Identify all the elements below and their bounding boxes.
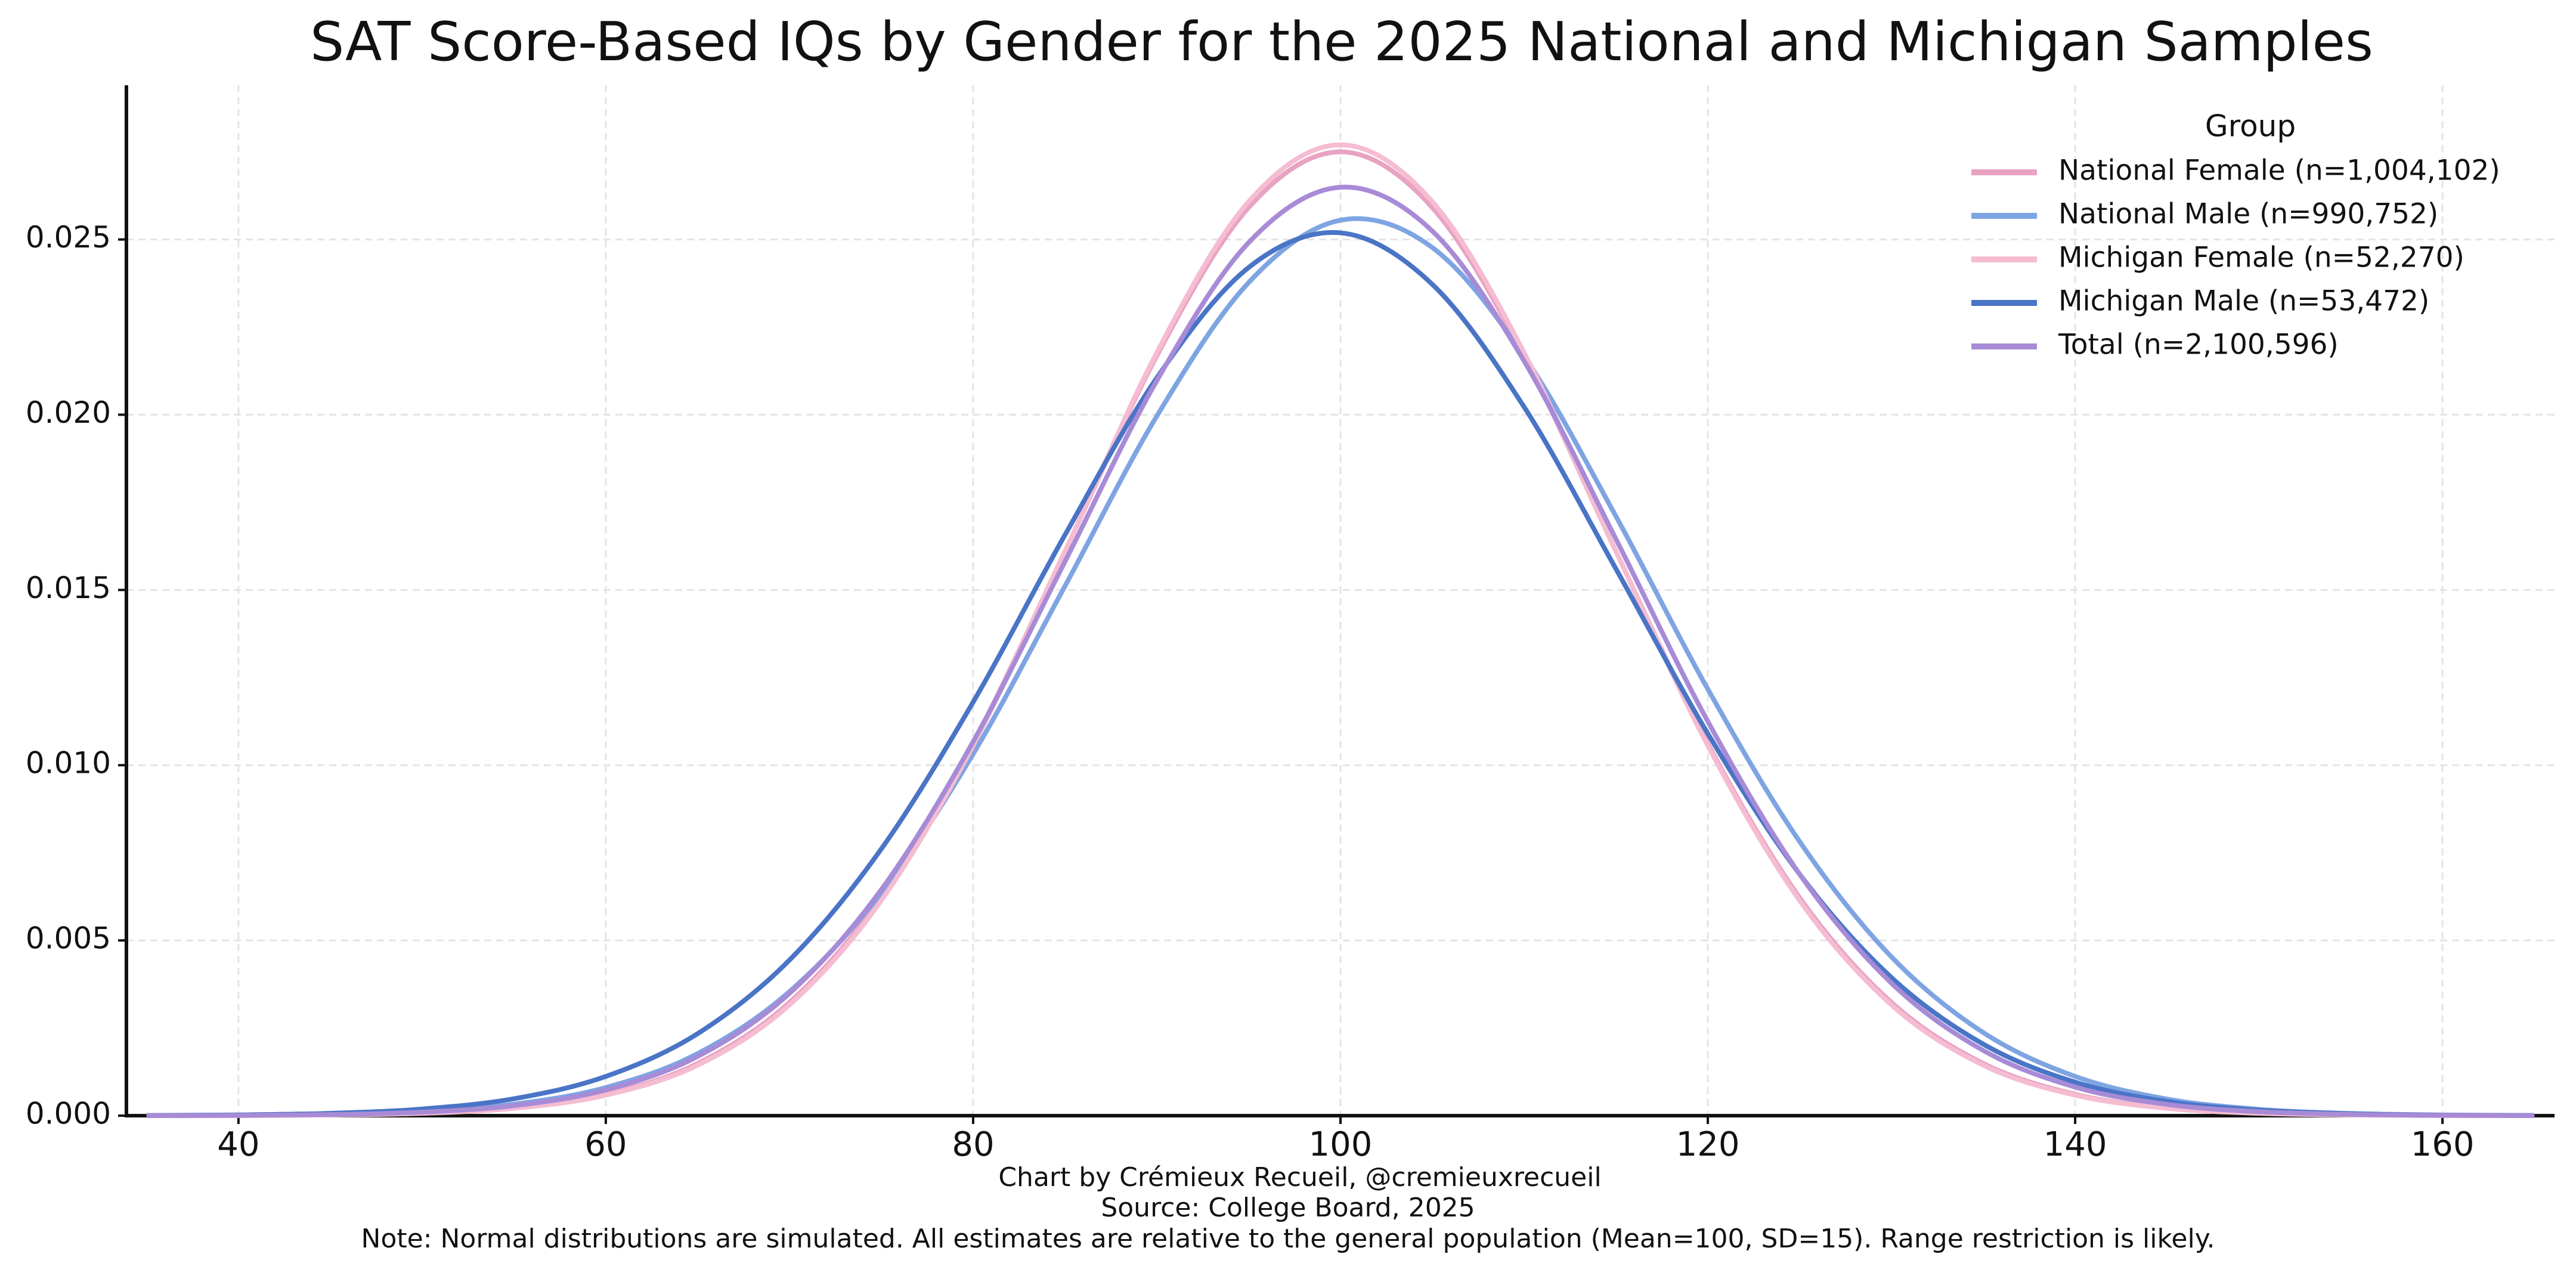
- x-tick-label: 160: [2411, 1125, 2475, 1164]
- density-line: [146, 230, 2535, 1118]
- legend-label: Michigan Female (n=52,270): [2058, 242, 2464, 274]
- y-tick-label: 0.005: [26, 921, 111, 956]
- y-tick-label: 0.010: [26, 746, 111, 781]
- footer-source: Source: College Board, 2025: [1101, 1193, 1475, 1223]
- y-tick-label: 0.020: [26, 395, 111, 430]
- chart-title: SAT Score-Based IQs by Gender for the 20…: [310, 11, 2373, 73]
- legend-title: Group: [2205, 109, 2296, 144]
- x-tick-label: 80: [952, 1125, 994, 1164]
- x-tick-label: 40: [217, 1125, 259, 1164]
- density-line: [146, 142, 2535, 1118]
- legend-label: Michigan Male (n=53,472): [2058, 285, 2429, 318]
- x-tick-label: 120: [1676, 1125, 1740, 1164]
- footer-credit: Chart by Crémieux Recueil, @cremieuxrecu…: [998, 1162, 1601, 1193]
- y-tick-label: 0.025: [26, 220, 111, 255]
- legend-label: National Female (n=1,004,102): [2058, 154, 2500, 187]
- legend-label: National Male (n=990,752): [2058, 198, 2438, 231]
- x-tick-label: 140: [2044, 1125, 2107, 1164]
- x-tick-label: 60: [584, 1125, 627, 1164]
- footer-note: Note: Normal distributions are simulated…: [361, 1224, 2215, 1254]
- density-line: [146, 184, 2535, 1118]
- legend-label: Total (n=2,100,596): [2058, 329, 2339, 361]
- y-tick-label: 0.015: [26, 571, 111, 605]
- y-tick-label: 0.000: [26, 1097, 111, 1131]
- x-tick-label: 100: [1309, 1125, 1373, 1164]
